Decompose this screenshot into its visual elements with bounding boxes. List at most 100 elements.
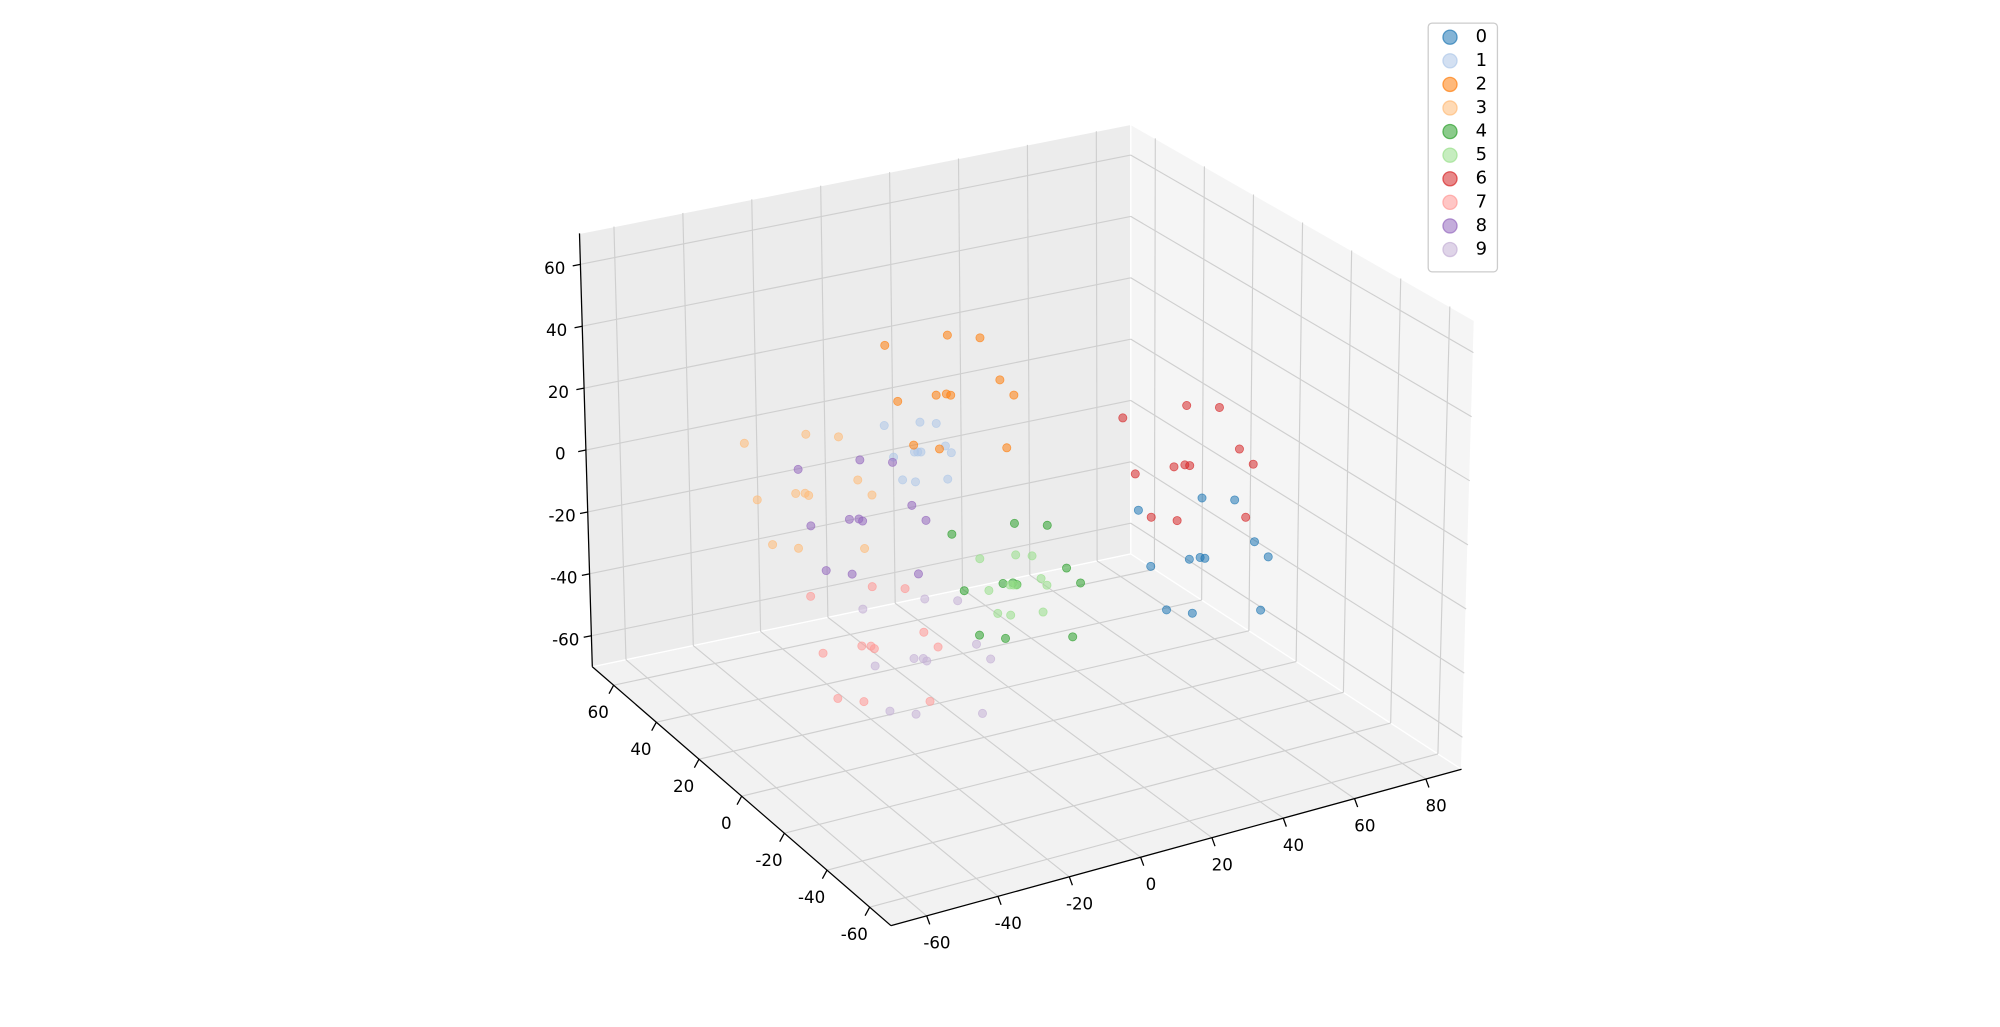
point	[959, 586, 969, 596]
y-tick-label: -40	[798, 888, 825, 907]
y-tick-label: 20	[673, 777, 694, 796]
legend-marker	[1442, 171, 1458, 187]
point	[791, 488, 801, 498]
grid-line	[580, 154, 1131, 265]
point	[911, 709, 921, 719]
z-tick-label: -20	[548, 507, 575, 526]
grid-line	[784, 691, 1344, 834]
point	[893, 396, 903, 406]
grid-line	[741, 661, 1297, 797]
point	[1042, 580, 1052, 590]
point	[975, 554, 985, 564]
point	[879, 421, 889, 431]
point	[978, 708, 987, 718]
tick-mark	[779, 832, 785, 842]
point	[1011, 550, 1021, 560]
point	[925, 696, 935, 706]
legend-label: 2	[1476, 73, 1487, 94]
point	[857, 641, 867, 651]
point	[858, 516, 868, 526]
point	[1249, 537, 1259, 547]
point	[867, 582, 877, 592]
point	[907, 500, 917, 510]
point	[1256, 605, 1266, 615]
point	[975, 333, 985, 343]
point	[1027, 551, 1037, 561]
grid-line	[585, 338, 1131, 451]
point	[1133, 505, 1143, 515]
point	[943, 474, 953, 484]
x-tick-label: 60	[1354, 816, 1375, 835]
point	[858, 604, 868, 614]
grid-line	[1130, 215, 1472, 418]
z-tick-label: 0	[555, 445, 566, 464]
tick-mark	[579, 511, 588, 515]
grid-line	[613, 568, 1155, 686]
legend-marker	[1442, 218, 1458, 234]
point	[934, 444, 944, 454]
point	[995, 375, 1005, 385]
x-tick-label: -40	[995, 914, 1022, 933]
point	[804, 490, 814, 500]
point	[1009, 390, 1019, 400]
point	[806, 521, 816, 531]
point	[867, 490, 877, 500]
tick-mark	[581, 573, 590, 577]
point	[853, 475, 863, 485]
point	[880, 340, 890, 350]
point	[919, 627, 929, 637]
point	[953, 596, 963, 606]
legend-marker	[1442, 29, 1458, 45]
legend-marker	[1442, 76, 1458, 93]
grid-line	[582, 215, 1131, 327]
tick-mark	[736, 795, 743, 805]
legend-label: 8	[1476, 215, 1487, 236]
legend-label: 0	[1476, 26, 1487, 47]
point	[986, 654, 996, 664]
point	[898, 475, 908, 485]
point	[1172, 516, 1182, 526]
point	[1042, 520, 1052, 530]
z-axis-line	[578, 233, 593, 667]
y-tick-label: 0	[721, 814, 732, 833]
point	[913, 569, 923, 579]
point	[1169, 462, 1179, 472]
point	[752, 495, 762, 505]
point	[818, 648, 828, 658]
point	[870, 661, 880, 671]
point	[833, 693, 843, 703]
point	[1011, 580, 1021, 590]
point	[1234, 444, 1244, 454]
point	[946, 448, 956, 458]
tick-mark	[608, 684, 615, 694]
axes: -60 -40 -20 0 20 40 60 80 -60 -40 -20 0 20 40 60 -60 -40…	[544, 233, 1462, 953]
legend-label: 3	[1476, 97, 1487, 118]
point	[821, 566, 831, 576]
grid-line	[698, 630, 1250, 760]
x-tick-label: 80	[1426, 797, 1447, 816]
tick-mark	[1353, 798, 1359, 808]
point	[900, 584, 910, 594]
point	[1182, 401, 1192, 410]
point	[1230, 495, 1240, 505]
point	[888, 457, 898, 467]
tick-mark	[583, 635, 592, 638]
point	[1241, 512, 1251, 522]
point	[916, 447, 926, 457]
z-tick-label: 60	[544, 259, 565, 278]
legend-label: 9	[1476, 239, 1487, 260]
tick-mark	[578, 449, 587, 453]
point	[1068, 632, 1078, 642]
point	[1002, 443, 1012, 453]
point	[931, 390, 941, 400]
point	[768, 540, 778, 550]
tick-mark	[572, 263, 581, 267]
point	[1036, 574, 1046, 584]
point	[1038, 607, 1048, 617]
point	[1214, 402, 1224, 412]
grid-line	[1130, 277, 1471, 482]
legend-marker	[1442, 53, 1458, 69]
point	[993, 608, 1003, 618]
y-tick-label: -20	[755, 851, 782, 870]
